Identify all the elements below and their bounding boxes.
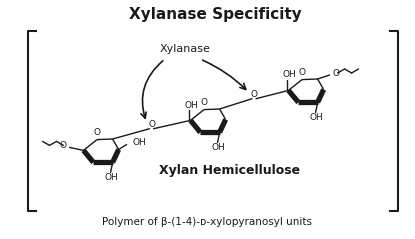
Text: OH: OH <box>310 113 323 122</box>
Text: Xylan Hemicellulose: Xylan Hemicellulose <box>159 164 300 177</box>
Text: Xylanase Specificity: Xylanase Specificity <box>129 7 301 22</box>
Text: OH: OH <box>133 138 146 147</box>
Text: OH: OH <box>105 173 118 182</box>
Text: O: O <box>148 120 155 129</box>
Text: O: O <box>251 90 258 99</box>
Text: O: O <box>59 141 66 150</box>
Text: O: O <box>200 98 208 107</box>
Text: OH: OH <box>283 70 296 79</box>
Text: O: O <box>332 69 339 77</box>
Text: Xylanase: Xylanase <box>159 44 210 54</box>
Text: OH: OH <box>212 143 225 152</box>
Text: O: O <box>93 128 100 137</box>
Text: O: O <box>298 68 305 77</box>
Text: Polymer of β-(1-4)-ᴅ-xylopyranosyl units: Polymer of β-(1-4)-ᴅ-xylopyranosyl units <box>102 217 312 227</box>
Text: OH: OH <box>185 101 198 110</box>
